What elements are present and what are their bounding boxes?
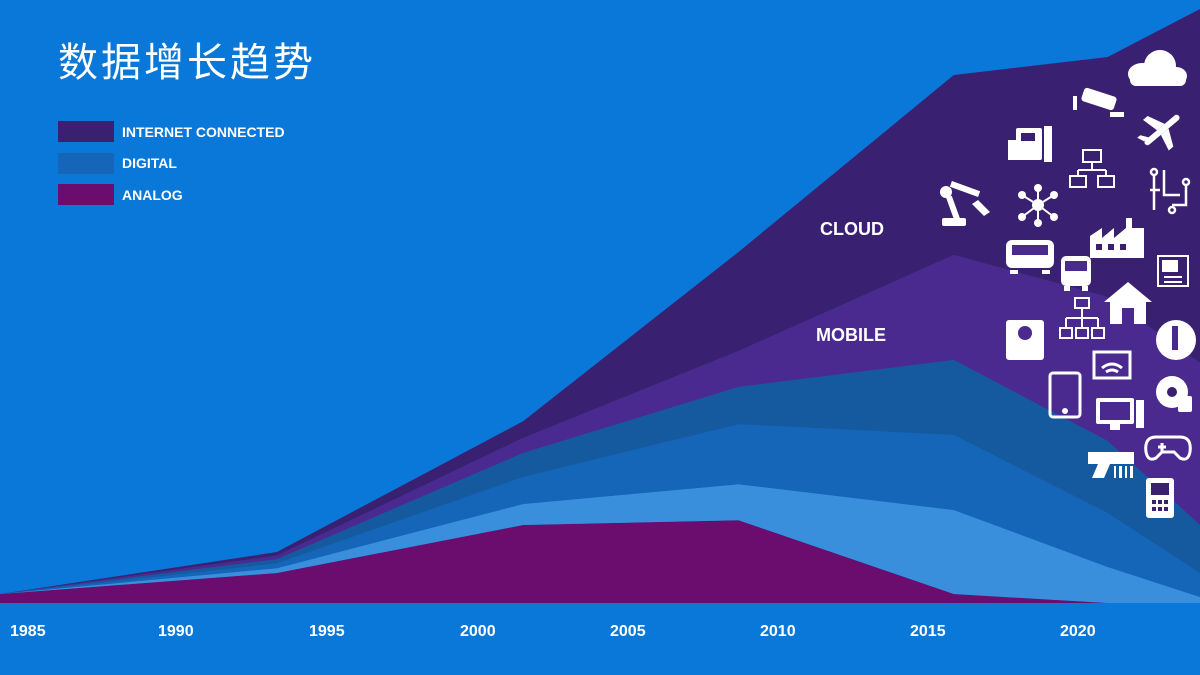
x-tick-label: 2020 — [1060, 623, 1096, 640]
legend-item-digital: DIGITAL — [58, 152, 285, 174]
game-controller-icon — [1144, 435, 1192, 461]
legend-label: DIGITAL — [122, 155, 177, 171]
circuit-board-icon — [1149, 167, 1191, 215]
desktop-computer-icon — [1096, 398, 1144, 430]
thermostat-icon — [1156, 320, 1196, 360]
x-tick-label: 2000 — [460, 623, 496, 640]
tablet-icon — [1048, 371, 1082, 419]
series-area-cloud — [0, 9, 1200, 594]
org-chart-icon — [1059, 297, 1105, 339]
x-tick-label: 1995 — [309, 623, 345, 640]
robot-arm-icon — [940, 181, 990, 226]
legend-swatch — [58, 152, 114, 174]
x-tick-label: 1985 — [10, 623, 46, 640]
legend-item-analog: ANALOG — [58, 184, 285, 205]
series-area-digital-light — [0, 484, 1200, 603]
x-tick-label: 2010 — [760, 623, 796, 640]
legend-swatch — [58, 184, 114, 205]
vending-machine-icon — [1008, 126, 1052, 162]
barcode-scanner-icon — [1088, 452, 1134, 478]
series-area-mobile — [0, 255, 1200, 594]
feature-phone-icon — [1146, 478, 1174, 518]
molecule-network-icon — [1018, 184, 1058, 227]
x-tick-label: 2015 — [910, 623, 946, 640]
device-icons — [940, 50, 1196, 518]
bus-icon — [1061, 256, 1091, 291]
chart-title: 数据增长趋势 — [58, 40, 316, 86]
atm-icon — [1157, 255, 1189, 287]
wifi-tv-icon — [1092, 350, 1132, 380]
legend-label: INTERNET CONNECTED — [122, 123, 285, 140]
weight-scale-icon — [1006, 320, 1044, 360]
series-area-digital-mid — [0, 424, 1200, 597]
legend: INTERNET CONNECTED DIGITAL ANALOG — [58, 121, 285, 216]
series-area-analog — [0, 520, 1200, 603]
cloud-icon — [1128, 50, 1187, 86]
x-tick-label: 1990 — [158, 623, 194, 640]
band-label-mobile: MOBILE — [816, 325, 886, 345]
legend-swatch — [58, 121, 114, 142]
x-tick-label: 2005 — [610, 623, 646, 640]
house-icon — [1104, 282, 1152, 324]
cctv-camera-icon — [1073, 87, 1124, 117]
legend-item-internet-connected: INTERNET CONNECTED — [58, 121, 285, 142]
factory-icon — [1090, 218, 1144, 258]
network-computers-icon — [1069, 149, 1115, 188]
legend-label: ANALOG — [122, 186, 183, 203]
train-icon — [1006, 240, 1054, 274]
band-label-cloud: CLOUD — [820, 219, 884, 239]
series-area-digital-dark — [0, 360, 1200, 594]
stacked-area-series — [0, 9, 1200, 603]
disc-media-icon — [1156, 376, 1192, 412]
airplane-icon — [1137, 114, 1180, 151]
